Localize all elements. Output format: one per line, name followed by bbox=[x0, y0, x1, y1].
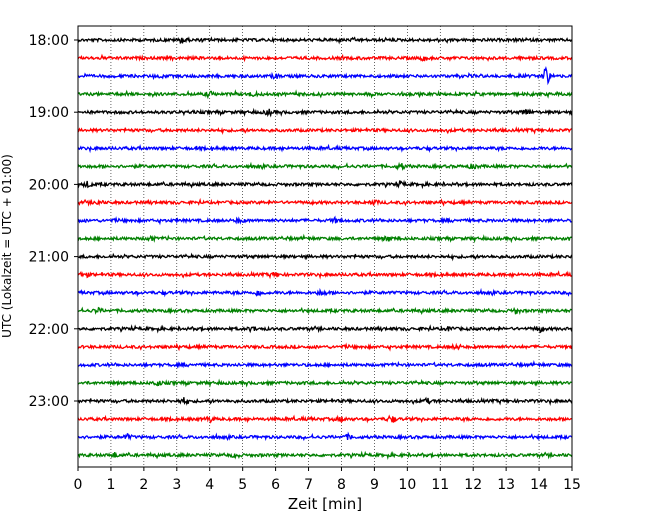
trace-2215 bbox=[77, 342, 573, 352]
x-axis: 0 1 2 3 4 5 6 7 8 9 10 11 12 13 14 15 bbox=[74, 467, 581, 493]
trace-2100 bbox=[77, 252, 573, 262]
x-tick-label: 13 bbox=[497, 477, 515, 493]
x-tick-label: 9 bbox=[370, 477, 379, 493]
trace-1945 bbox=[77, 161, 573, 172]
trace-2315 bbox=[77, 414, 573, 424]
x-tick-label: 15 bbox=[563, 477, 581, 493]
y-tick-label: 20:00 bbox=[29, 177, 69, 193]
trace-2015 bbox=[77, 197, 573, 207]
y-axis: 18:00 19:00 20:00 21:00 22:00 23:00 bbox=[29, 33, 78, 410]
x-tick-label: 5 bbox=[238, 477, 247, 493]
x-tick-label: 8 bbox=[337, 477, 346, 493]
trace-2230 bbox=[77, 359, 573, 369]
x-tick-label: 3 bbox=[172, 477, 181, 493]
trace-1915 bbox=[77, 126, 573, 136]
trace-1830 bbox=[77, 66, 573, 86]
y-axis-label: UTC (Lokalzeit = UTC + 01:00) bbox=[0, 154, 14, 338]
y-tick-label: 22:00 bbox=[29, 322, 69, 338]
x-tick-label: 4 bbox=[205, 477, 214, 493]
trace-1930 bbox=[77, 143, 573, 154]
x-tick-label: 6 bbox=[271, 477, 280, 493]
x-tick-label: 12 bbox=[464, 477, 482, 493]
trace-2115 bbox=[77, 270, 573, 280]
x-tick-label: 0 bbox=[74, 477, 83, 493]
trace-2300 bbox=[77, 396, 573, 406]
trace-1900 bbox=[77, 107, 573, 118]
x-axis-label: Zeit [min] bbox=[288, 495, 362, 513]
x-tick-label: 10 bbox=[398, 477, 416, 493]
trace-2330 bbox=[77, 431, 573, 442]
trace-2200 bbox=[77, 324, 573, 334]
trace-2030 bbox=[77, 215, 573, 226]
plot-frame bbox=[77, 25, 573, 468]
x-tick-label: 7 bbox=[304, 477, 313, 493]
trace-2145 bbox=[77, 306, 573, 315]
y-tick-label: 21:00 bbox=[29, 250, 69, 266]
trace-2000 bbox=[77, 179, 573, 190]
x-tick-label: 14 bbox=[530, 477, 548, 493]
y-tick-label: 23:00 bbox=[29, 394, 69, 410]
trace-1845 bbox=[77, 89, 573, 100]
x-tick-label: 11 bbox=[431, 477, 449, 493]
trace-1815 bbox=[77, 53, 573, 63]
trace-series bbox=[77, 36, 573, 461]
x-tick-label: 2 bbox=[139, 477, 148, 493]
y-tick-label: 18:00 bbox=[29, 33, 69, 49]
x-tick-label: 1 bbox=[106, 477, 115, 493]
trace-1800 bbox=[77, 36, 573, 45]
trace-2130 bbox=[77, 287, 573, 298]
y-tick-label: 19:00 bbox=[29, 105, 69, 121]
trace-2345 bbox=[77, 450, 573, 461]
trace-2045 bbox=[77, 233, 573, 244]
trace-2245 bbox=[77, 378, 573, 388]
